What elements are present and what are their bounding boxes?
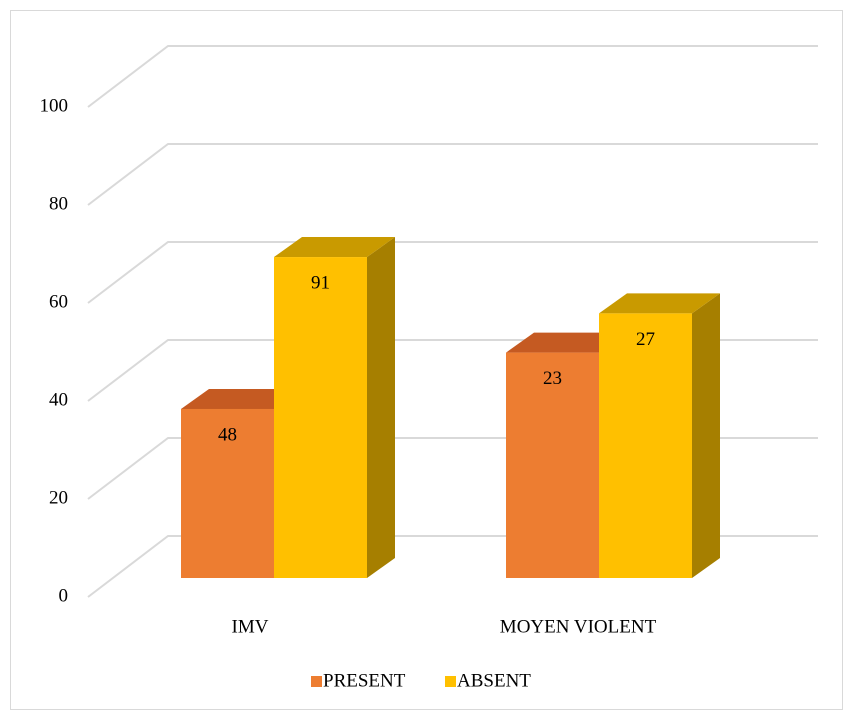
bar <box>274 257 367 578</box>
legend-label: PRESENT <box>323 670 406 691</box>
grid-line <box>87 241 818 304</box>
x-tick-label: MOYEN VIOLENT <box>500 616 657 637</box>
bar <box>599 313 692 578</box>
grid-line <box>87 45 818 108</box>
data-label: 48 <box>218 424 237 445</box>
y-tick-label: 20 <box>49 487 68 508</box>
bar <box>506 352 599 578</box>
bar-top <box>599 293 720 314</box>
data-label: 91 <box>311 272 330 293</box>
legend-label: ABSENT <box>457 670 531 691</box>
bar-side <box>367 237 395 579</box>
bar-side <box>692 293 720 578</box>
x-tick-label: IMV <box>232 616 269 637</box>
y-tick-label: 80 <box>49 193 68 214</box>
data-label: 23 <box>543 368 562 389</box>
bar-top <box>181 388 302 409</box>
bar <box>181 408 274 578</box>
legend-swatch <box>445 676 456 687</box>
y-tick-label: 40 <box>49 389 68 410</box>
y-tick-label: 60 <box>49 291 68 312</box>
bar-top <box>506 332 627 353</box>
y-tick-label: 100 <box>40 95 69 116</box>
y-tick-label: 0 <box>59 585 69 606</box>
grid-line <box>87 143 818 206</box>
bar-top <box>274 237 395 258</box>
legend-swatch <box>311 676 322 687</box>
data-label: 27 <box>636 329 655 350</box>
